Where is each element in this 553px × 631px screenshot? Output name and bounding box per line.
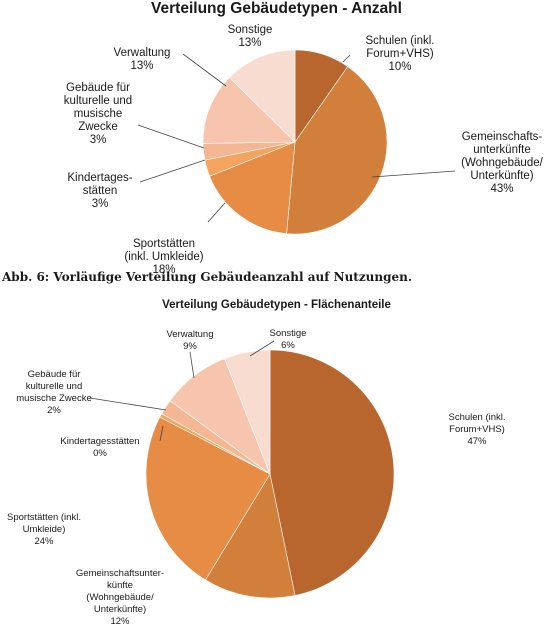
- pie-slice-0-2: [209, 141, 296, 234]
- slice-percent-label-0-3: 3%: [92, 198, 109, 210]
- slice-label-1-4-2: musische Zwecke: [16, 393, 92, 404]
- slice-percent-label-1-4: 2%: [47, 405, 61, 416]
- slice-label-1-2-1: Umkleide): [23, 524, 66, 535]
- slice-percent-label-0-5: 13%: [130, 60, 153, 72]
- leader-line-1-4: [89, 397, 167, 411]
- slice-percent-label-1-0: 47%: [467, 436, 487, 447]
- pie-slice-1-0: [269, 349, 395, 596]
- slice-label-0-3-1: stätten: [83, 185, 118, 197]
- pie-slice-0-6: [229, 49, 296, 143]
- pie-slice-0-1: [286, 66, 388, 235]
- slice-label-1-1-2: (Wohngebäude/: [86, 592, 154, 603]
- slice-label-0-3-0: Kindertages-: [67, 172, 132, 184]
- pie-slice-1-2: [145, 416, 271, 581]
- slice-label-0-2-1: (inkl. Umkleide): [124, 251, 203, 263]
- slice-label-0-5-0: Verwaltung: [114, 47, 171, 59]
- leader-line-0-5: [182, 53, 227, 87]
- slice-label-1-1-3: Unterkünfte): [94, 604, 146, 615]
- slice-label-1-0-1: Forum+VHS): [449, 424, 505, 435]
- slice-percent-label-0-6: 13%: [238, 37, 261, 49]
- slice-label-0-4-1: kulturelle und: [64, 95, 132, 107]
- leader-line-1-6: [249, 340, 275, 357]
- slice-label-1-2-0: Sportstätten (inkl.: [7, 512, 81, 523]
- leader-line-0-3: [139, 159, 206, 183]
- leader-line-1-5: [189, 351, 195, 379]
- slice-label-1-6-0: Sonstige: [270, 328, 307, 339]
- slice-label-1-4-1: kulturelle und: [26, 381, 83, 392]
- slice-label-1-1-0: Gemeinschaftsunter-: [76, 568, 164, 579]
- slice-percent-label-0-4: 3%: [90, 134, 107, 146]
- slice-label-0-4-3: Zwecke: [78, 121, 118, 133]
- slice-label-1-3-0: Kindertagesstätten: [60, 436, 139, 447]
- slice-label-0-1-3: Unterkünfte): [470, 170, 533, 182]
- leader-line-1-3: [159, 425, 164, 442]
- slice-label-0-2-0: Sportstätten: [133, 238, 195, 250]
- leader-line-0-2: [207, 202, 226, 223]
- pie-slice-1-6: [224, 349, 271, 475]
- leader-line-0-4: [137, 124, 205, 149]
- slice-label-1-1-1: künfte: [107, 580, 133, 591]
- leader-line-0-0: [342, 54, 351, 63]
- pie-slice-1-1: [205, 473, 296, 599]
- slice-percent-label-0-2: 18%: [152, 264, 175, 276]
- chart-title-count: Verteilung Gebäudetypen - Anzahl: [151, 0, 402, 17]
- slice-percent-label-0-0: 10%: [388, 61, 411, 73]
- slice-percent-label-1-3: 0%: [93, 448, 107, 459]
- slice-label-0-6-0: Sonstige: [228, 24, 273, 36]
- slice-percent-label-0-1: 43%: [490, 183, 513, 195]
- slice-percent-label-1-2: 24%: [34, 536, 54, 547]
- slice-label-1-0-0: Schulen (inkl.: [448, 412, 505, 423]
- slice-label-1-5-0: Verwaltung: [166, 329, 213, 340]
- leader-line-0-1: [371, 170, 456, 178]
- pie-slice-0-5: [202, 77, 296, 144]
- slice-percent-label-1-6: 6%: [281, 340, 295, 351]
- slice-label-0-1-2: (Wohngebäude/: [461, 157, 543, 169]
- slice-percent-label-1-1: 12%: [110, 616, 130, 627]
- pie-chart-count: Schulen (inkl.Forum+VHS)10% Gemeinschafts…: [64, 24, 544, 276]
- slice-label-0-0-1: Forum+VHS): [366, 48, 434, 60]
- slice-percent-label-1-5: 9%: [183, 341, 197, 352]
- chart-title-area: Verteilung Gebäudetypen - Flächenanteile: [162, 299, 391, 311]
- slice-label-1-4-0: Gebäude für: [28, 369, 81, 380]
- slice-label-0-4-2: musische: [74, 108, 123, 120]
- slice-label-0-0-0: Schulen (inkl.: [365, 35, 434, 47]
- slice-label-0-4-0: Gebäude für: [66, 82, 130, 94]
- slice-label-0-1-0: Gemeinschafts-: [462, 131, 543, 143]
- slice-label-0-1-1: unterkünfte: [473, 144, 531, 156]
- figure-caption: Abb. 6: Vorläufige Verteilung Gebäudeanz…: [2, 270, 413, 284]
